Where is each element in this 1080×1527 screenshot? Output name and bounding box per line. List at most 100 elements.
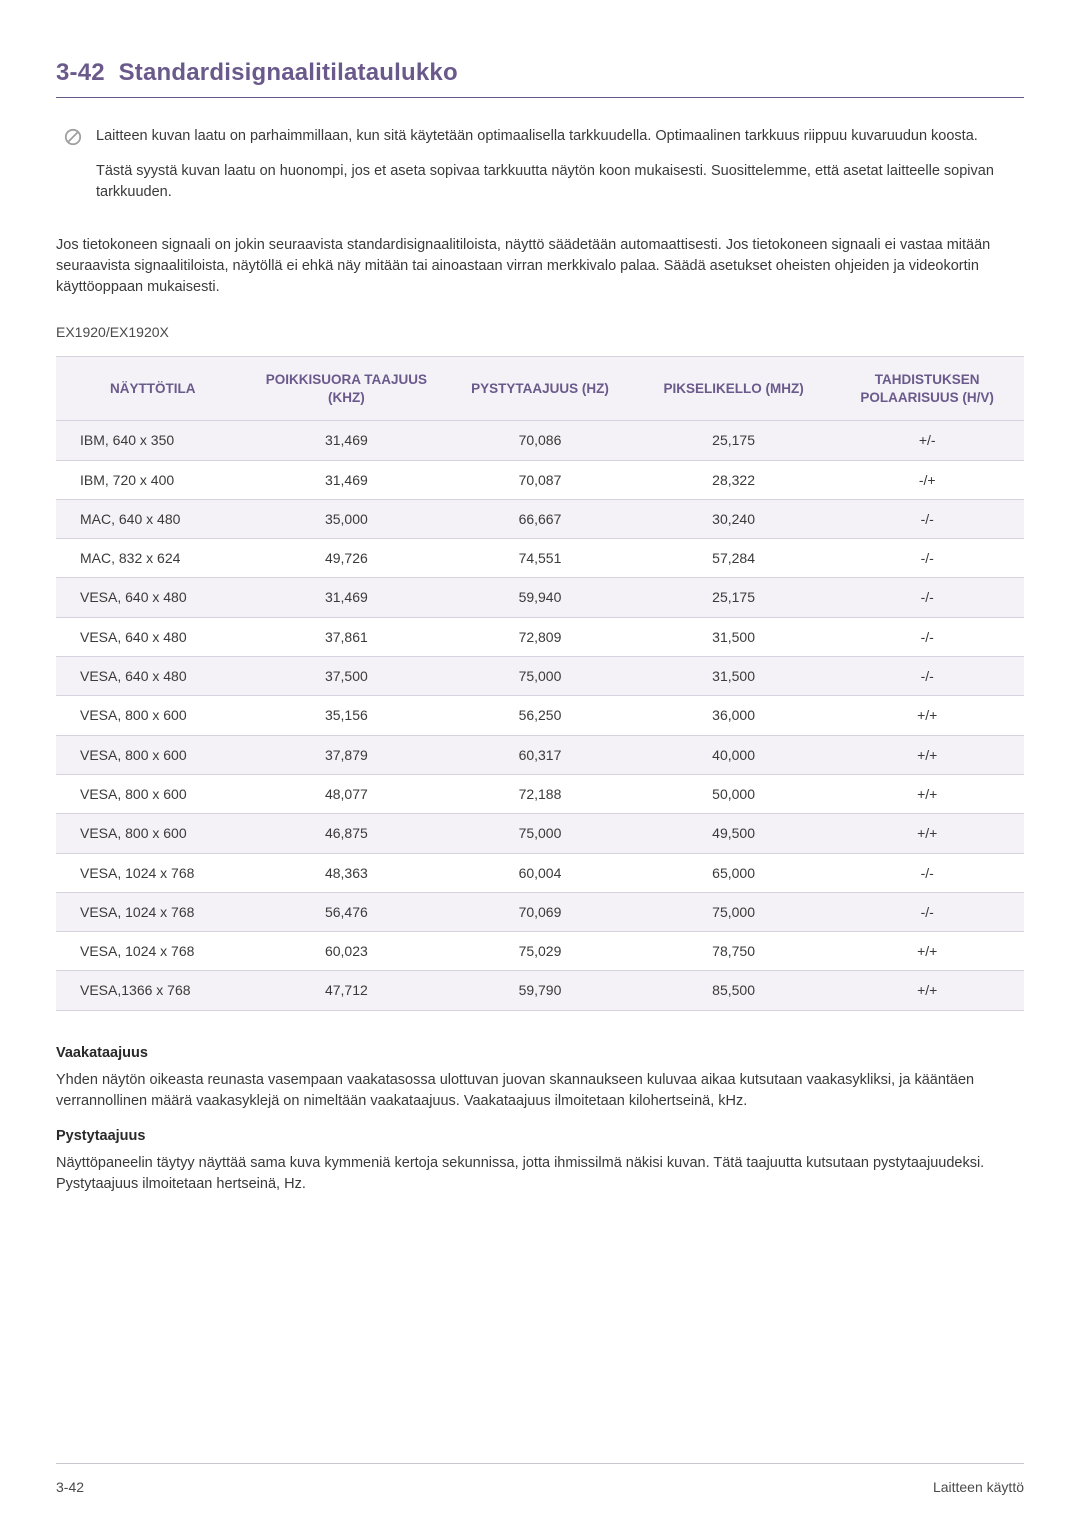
table-cell: 31,500 — [637, 657, 831, 696]
table-cell: 36,000 — [637, 696, 831, 735]
table-cell: 72,188 — [443, 774, 637, 813]
body-paragraph: Jos tietokoneen signaali on jokin seuraa… — [56, 235, 1024, 298]
note-block: Laitteen kuvan laatu on parhaimmillaan, … — [56, 126, 1024, 217]
table-cell: 56,250 — [443, 696, 637, 735]
signal-mode-table: NÄYTTÖTILA POIKKISUORA TAAJUUS (KHZ) PYS… — [56, 356, 1024, 1011]
heading-rule — [56, 97, 1024, 98]
table-row: VESA, 640 x 48037,50075,00031,500-/- — [56, 657, 1024, 696]
table-cell: 35,000 — [250, 499, 444, 538]
table-cell: 31,500 — [637, 617, 831, 656]
table-row: VESA, 640 x 48037,86172,80931,500-/- — [56, 617, 1024, 656]
table-cell: 35,156 — [250, 696, 444, 735]
table-cell: IBM, 720 x 400 — [56, 460, 250, 499]
table-cell: 25,175 — [637, 578, 831, 617]
table-cell: 60,023 — [250, 932, 444, 971]
table-cell: VESA, 640 x 480 — [56, 578, 250, 617]
table-cell: -/- — [830, 539, 1024, 578]
table-cell: MAC, 640 x 480 — [56, 499, 250, 538]
definition-title: Pystytaajuus — [56, 1126, 1024, 1147]
table-cell: VESA, 640 x 480 — [56, 657, 250, 696]
table-cell: +/+ — [830, 774, 1024, 813]
table-cell: MAC, 832 x 624 — [56, 539, 250, 578]
table-cell: 65,000 — [637, 853, 831, 892]
table-cell: 70,087 — [443, 460, 637, 499]
table-cell: -/- — [830, 617, 1024, 656]
table-cell: 46,875 — [250, 814, 444, 853]
table-cell: 70,086 — [443, 421, 637, 460]
table-cell: VESA, 800 x 600 — [56, 735, 250, 774]
table-cell: 37,500 — [250, 657, 444, 696]
section-number: 3-42 — [56, 59, 105, 86]
col-horiz-freq: POIKKISUORA TAAJUUS (KHZ) — [250, 357, 444, 421]
definition-body: Näyttöpaneelin täytyy näyttää sama kuva … — [56, 1153, 1024, 1195]
table-cell: VESA, 1024 x 768 — [56, 853, 250, 892]
table-row: VESA, 800 x 60048,07772,18850,000+/+ — [56, 774, 1024, 813]
table-cell: 74,551 — [443, 539, 637, 578]
table-cell: 48,077 — [250, 774, 444, 813]
table-cell: 25,175 — [637, 421, 831, 460]
table-cell: 59,790 — [443, 971, 637, 1010]
table-cell: -/+ — [830, 460, 1024, 499]
table-cell: VESA,1366 x 768 — [56, 971, 250, 1010]
table-row: VESA, 800 x 60035,15656,25036,000+/+ — [56, 696, 1024, 735]
table-cell: +/+ — [830, 932, 1024, 971]
table-cell: -/- — [830, 499, 1024, 538]
table-row: VESA, 1024 x 76848,36360,00465,000-/- — [56, 853, 1024, 892]
table-row: IBM, 640 x 35031,46970,08625,175+/- — [56, 421, 1024, 460]
col-vert-freq: PYSTYTAAJUUS (HZ) — [443, 357, 637, 421]
col-display-mode: NÄYTTÖTILA — [56, 357, 250, 421]
table-cell: -/- — [830, 853, 1024, 892]
model-label: EX1920/EX1920X — [56, 322, 1024, 342]
table-cell: 75,000 — [637, 892, 831, 931]
footer-rule — [56, 1463, 1024, 1464]
definitions: Vaakataajuus Yhden näytön oikeasta reuna… — [56, 1043, 1024, 1195]
table-row: IBM, 720 x 40031,46970,08728,322-/+ — [56, 460, 1024, 499]
table-row: VESA, 800 x 60046,87575,00049,500+/+ — [56, 814, 1024, 853]
table-cell: 57,284 — [637, 539, 831, 578]
table-cell: IBM, 640 x 350 — [56, 421, 250, 460]
table-row: VESA, 800 x 60037,87960,31740,000+/+ — [56, 735, 1024, 774]
table-row: VESA,1366 x 76847,71259,79085,500+/+ — [56, 971, 1024, 1010]
table-cell: -/- — [830, 657, 1024, 696]
table-row: VESA, 1024 x 76856,47670,06975,000-/- — [56, 892, 1024, 931]
table-cell: 50,000 — [637, 774, 831, 813]
table-cell: +/- — [830, 421, 1024, 460]
table-cell: 59,940 — [443, 578, 637, 617]
table-cell: VESA, 800 x 600 — [56, 696, 250, 735]
table-cell: 49,726 — [250, 539, 444, 578]
footer-right: Laitteen käyttö — [933, 1477, 1024, 1497]
col-sync-polarity: TAHDISTUKSEN POLAARISUUS (H/V) — [830, 357, 1024, 421]
table-cell: 56,476 — [250, 892, 444, 931]
table-cell: 60,317 — [443, 735, 637, 774]
table-cell: -/- — [830, 578, 1024, 617]
table-cell: 31,469 — [250, 421, 444, 460]
table-cell: +/+ — [830, 735, 1024, 774]
table-cell: +/+ — [830, 814, 1024, 853]
note-paragraph: Laitteen kuvan laatu on parhaimmillaan, … — [96, 126, 1024, 147]
table-row: VESA, 1024 x 76860,02375,02978,750+/+ — [56, 932, 1024, 971]
table-cell: 47,712 — [250, 971, 444, 1010]
table-cell: 49,500 — [637, 814, 831, 853]
table-row: VESA, 640 x 48031,46959,94025,175-/- — [56, 578, 1024, 617]
table-header-row: NÄYTTÖTILA POIKKISUORA TAAJUUS (KHZ) PYS… — [56, 357, 1024, 421]
note-text: Laitteen kuvan laatu on parhaimmillaan, … — [96, 126, 1024, 217]
table-row: MAC, 832 x 62449,72674,55157,284-/- — [56, 539, 1024, 578]
section-title: Standardisignaalitilataulukko — [119, 59, 458, 86]
page-footer: 3-42 Laitteen käyttö — [56, 1477, 1024, 1497]
table-cell: 70,069 — [443, 892, 637, 931]
table-cell: 37,879 — [250, 735, 444, 774]
table-cell: 30,240 — [637, 499, 831, 538]
table-row: MAC, 640 x 48035,00066,66730,240-/- — [56, 499, 1024, 538]
note-paragraph: Tästä syystä kuvan laatu on huonompi, jo… — [96, 161, 1024, 203]
footer-left: 3-42 — [56, 1477, 84, 1497]
table-cell: +/+ — [830, 696, 1024, 735]
table-cell: 60,004 — [443, 853, 637, 892]
prohibited-icon — [64, 128, 82, 146]
table-cell: 48,363 — [250, 853, 444, 892]
table-cell: 75,029 — [443, 932, 637, 971]
table-cell: +/+ — [830, 971, 1024, 1010]
definition-body: Yhden näytön oikeasta reunasta vasempaan… — [56, 1070, 1024, 1112]
table-cell: VESA, 800 x 600 — [56, 814, 250, 853]
page-heading: 3-42 Standardisignaalitilataulukko — [56, 56, 1024, 91]
table-cell: 85,500 — [637, 971, 831, 1010]
